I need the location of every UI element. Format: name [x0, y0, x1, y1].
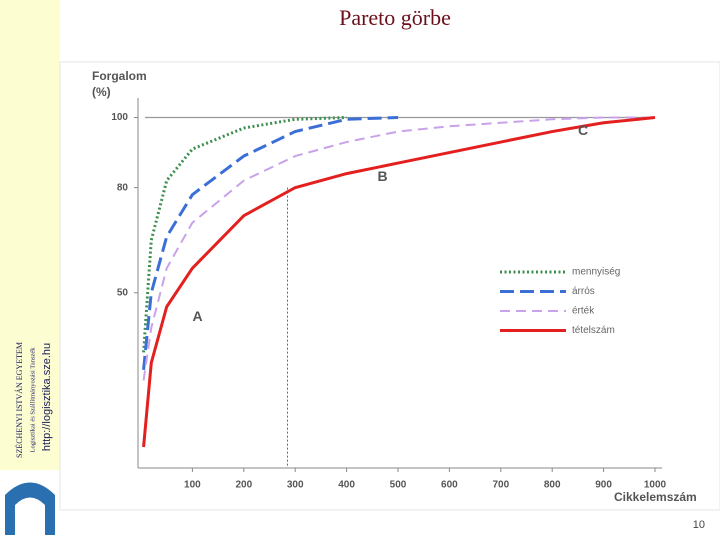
sidebar-link: http://logisztika.sze.hu [41, 343, 53, 451]
x-tick-label: 800 [544, 480, 561, 491]
annotation: B [378, 168, 388, 184]
logo [5, 482, 55, 535]
x-tick-label: 900 [595, 480, 612, 491]
y-axis-label: Forgalom [92, 69, 147, 83]
annotation: A [192, 308, 202, 324]
series-line [142, 116, 656, 448]
series-line [142, 116, 399, 371]
x-tick-label: 400 [338, 480, 355, 491]
series-line [142, 116, 655, 381]
x-tick-label: 100 [184, 480, 201, 491]
legend-label: tételszám [572, 325, 615, 336]
y-axis-label: (%) [92, 85, 111, 99]
legend-label: mennyiség [572, 267, 620, 278]
sidebar-text: SZÉCHENYI ISTVÁN EGYETEM [14, 342, 24, 458]
y-tick-label: 50 [117, 287, 129, 298]
x-axis-label: Cikkelemszám [614, 490, 697, 504]
annotation: C [578, 122, 588, 138]
x-tick-label: 200 [235, 480, 252, 491]
sidebar [0, 0, 60, 540]
chart-frame [59, 61, 720, 511]
x-tick-label: 600 [441, 480, 458, 491]
x-tick-label: 1000 [644, 480, 667, 491]
page-number: 10 [693, 519, 705, 531]
y-tick-label: 100 [111, 112, 128, 123]
x-tick-label: 500 [390, 480, 407, 491]
x-tick-label: 300 [287, 480, 304, 491]
slide-title: Pareto görbe [339, 5, 451, 30]
sidebar-text: Logisztikai és Szállítmányozási Tanszék [29, 347, 36, 453]
y-tick-label: 80 [117, 182, 129, 193]
x-tick-label: 700 [492, 480, 509, 491]
legend-label: érték [572, 306, 595, 317]
legend-label: árrós [572, 286, 595, 297]
